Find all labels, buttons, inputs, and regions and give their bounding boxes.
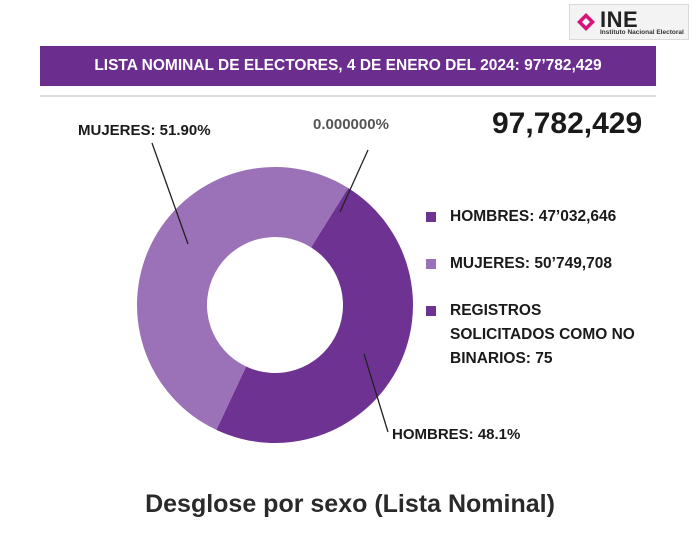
- legend-item-no-binarios: REGISTROS SOLICITADOS COMO NO BINARIOS: …: [426, 299, 650, 371]
- divider: [40, 95, 656, 97]
- legend-label: MUJERES: 50’749,708: [450, 255, 612, 272]
- logo-subtitle: Instituto Nacional Electoral: [600, 29, 684, 36]
- donut-slice-hombres: [216, 187, 414, 444]
- leader-line-mujeres: [151, 142, 189, 245]
- title-banner: LISTA NOMINAL DE ELECTORES, 4 DE ENERO D…: [40, 46, 656, 86]
- callout-no-binarios: 0.000000%: [313, 116, 389, 133]
- legend-swatch-mujeres: [426, 259, 436, 269]
- leader-line-no-binarios: [339, 149, 369, 213]
- legend-label: HOMBRES: 47’032,646: [450, 208, 617, 225]
- donut-slice-mujeres: [136, 166, 349, 430]
- ine-logo-icon: [577, 13, 595, 31]
- caption: Desglose por sexo (Lista Nominal): [145, 490, 555, 518]
- legend-label: REGISTROS SOLICITADOS COMO NO BINARIOS: …: [450, 302, 635, 367]
- legend-swatch-hombres: [426, 212, 436, 222]
- legend: HOMBRES: 47’032,646 MUJERES: 50’749,708 …: [426, 205, 650, 394]
- legend-item-mujeres: MUJERES: 50’749,708: [426, 252, 650, 276]
- legend-item-hombres: HOMBRES: 47’032,646: [426, 205, 650, 229]
- legend-swatch-no-binarios: [426, 306, 436, 316]
- callout-mujeres: MUJERES: 51.90%: [78, 122, 211, 139]
- leader-line-hombres: [363, 353, 389, 433]
- logo-text: INE: [600, 7, 639, 32]
- ine-logo: INE Instituto Nacional Electoral: [569, 4, 689, 40]
- callout-hombres: HOMBRES: 48.1%: [392, 426, 521, 443]
- chart-title: LISTA NOMINAL DE ELECTORES, 4 DE ENERO D…: [94, 57, 602, 74]
- total-voters: 97,782,429: [492, 107, 643, 140]
